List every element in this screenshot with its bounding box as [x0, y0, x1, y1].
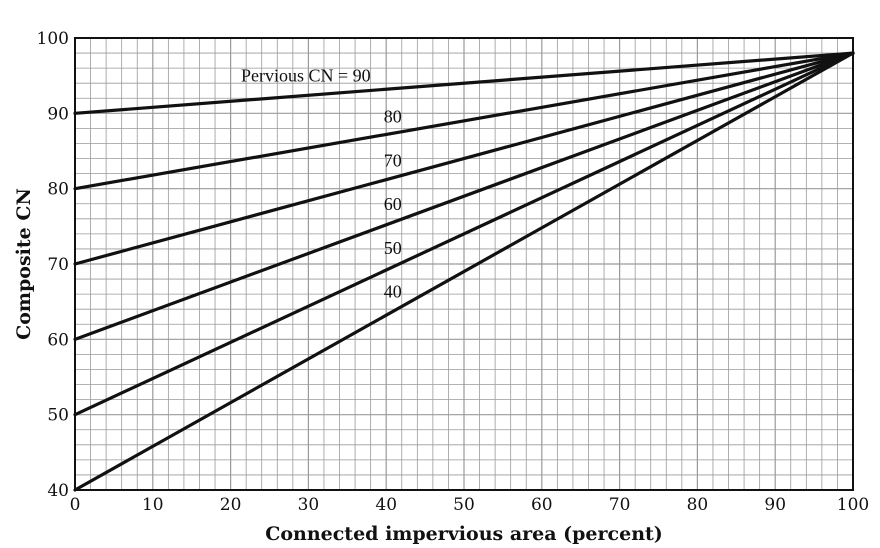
x-tick-label: 10	[142, 495, 164, 515]
y-tick-label: 90	[47, 104, 69, 124]
x-tick-label: 50	[453, 495, 475, 515]
y-tick-label: 70	[47, 255, 69, 275]
y-axis-ticks: 40 50 60 70 80 90 100	[37, 29, 69, 501]
x-tick-label: 70	[609, 495, 631, 515]
y-tick-label: 60	[47, 330, 69, 350]
x-tick-label: 30	[298, 495, 320, 515]
series-line-0	[73, 51, 855, 115]
series-label-1: 80	[384, 107, 402, 127]
y-tick-label: 80	[47, 180, 69, 200]
x-tick-label: 0	[70, 495, 81, 515]
x-tick-label: 20	[220, 495, 242, 515]
series-label-3: 60	[384, 194, 402, 214]
series-line-2	[73, 51, 855, 266]
series-label-4: 50	[384, 238, 402, 258]
y-tick-label: 50	[47, 406, 69, 426]
series-line-4	[73, 51, 855, 417]
series-label-5: 40	[384, 281, 402, 301]
x-tick-label: 40	[375, 495, 397, 515]
y-tick-label: 40	[47, 481, 69, 501]
x-tick-label: 80	[687, 495, 709, 515]
plot-frame	[74, 37, 854, 491]
x-axis-title: Connected impervious area (percent)	[265, 523, 663, 545]
y-axis-title: Composite CN	[13, 188, 35, 340]
series-lines	[73, 51, 855, 492]
series-label-2: 70	[384, 150, 402, 170]
y-tick-label: 100	[37, 29, 69, 49]
series-line-3	[73, 51, 855, 341]
x-tick-label: 100	[837, 495, 869, 515]
series-labels: Pervious CN = 90 80 70 60 50 40	[241, 65, 402, 301]
series-line-5	[73, 51, 855, 492]
x-tick-label: 60	[531, 495, 553, 515]
series-label-0: Pervious CN = 90	[241, 65, 371, 85]
x-axis-ticks: 0 10 20 30 40 50 60 70 80 90 100	[70, 495, 870, 515]
series-line-1	[73, 51, 855, 191]
x-tick-label: 90	[764, 495, 786, 515]
